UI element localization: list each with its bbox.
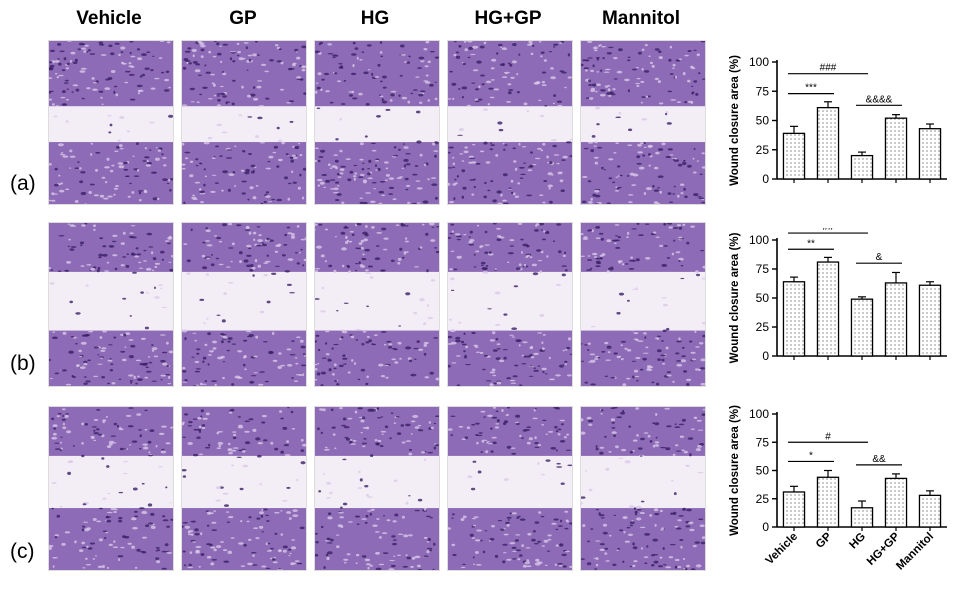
bar-hg <box>850 507 874 528</box>
wound-closure-chart-b: 0 25 50 75 100 Wound closure area (%) ## ** & <box>729 228 947 363</box>
column-header-hg: HG <box>360 8 390 29</box>
x-tick-label: Mannitol <box>894 531 936 573</box>
y-axis-label: Wound closure area (%) <box>729 232 741 363</box>
panel-label-b: (b) <box>10 352 36 375</box>
micrograph-a-vehicle <box>48 40 174 205</box>
significance-mark: *** <box>805 83 817 94</box>
y-tick-label: 75 <box>756 262 770 276</box>
y-tick-label: 0 <box>762 349 769 363</box>
y-tick-label: 25 <box>756 143 770 157</box>
micrograph-c-hg-gp <box>447 406 573 571</box>
column-header-hg-gp: HG+GP <box>474 8 542 29</box>
panel-label-a: (a) <box>10 172 36 195</box>
micrograph-c-hg <box>314 406 440 571</box>
micrograph-a-mannitol <box>580 40 706 205</box>
y-tick-label: 75 <box>756 84 770 98</box>
significance-mark: ## <box>822 228 834 233</box>
micrograph-c-vehicle <box>48 406 174 571</box>
y-tick-label: 100 <box>749 407 769 421</box>
bar-gp <box>816 476 840 528</box>
micrograph-c-gp <box>181 406 307 571</box>
y-axis-label: Wound closure area (%) <box>729 55 741 186</box>
micrograph-c-mannitol <box>580 406 706 571</box>
bar-vehicle <box>782 281 806 357</box>
micrograph-b-mannitol <box>580 222 706 387</box>
significance-mark: & <box>876 252 883 263</box>
y-tick-label: 0 <box>762 172 769 186</box>
bar-hg-gp <box>884 477 908 528</box>
wound-closure-chart-a: 0 25 50 75 100 Wound closure area (%) ###*** &&… <box>729 55 947 186</box>
x-tick-label: HG <box>847 531 868 552</box>
column-header-vehicle: Vehicle <box>76 8 142 29</box>
y-axis-label: Wound closure area (%) <box>729 405 741 536</box>
significance-mark: &&&& <box>866 94 893 105</box>
micrograph-b-vehicle <box>48 222 174 387</box>
y-tick-label: 0 <box>762 520 769 534</box>
significance-mark: ** <box>807 238 815 249</box>
significance-mark: ### <box>820 63 837 74</box>
y-tick-label: 75 <box>756 435 770 449</box>
bar-gp <box>816 106 840 180</box>
wound-closure-chart-c: 0 25 50 75 100 Wound closure area (%) Vehicle G… <box>729 405 947 573</box>
y-tick-label: 50 <box>756 464 770 478</box>
y-tick-label: 100 <box>749 55 769 69</box>
significance-mark: && <box>872 454 886 465</box>
bar-vehicle <box>782 132 806 180</box>
micrograph-a-hg-gp <box>447 40 573 205</box>
column-header-gp: GP <box>229 8 257 29</box>
significance-mark: # <box>825 431 831 442</box>
y-tick-label: 50 <box>756 291 770 305</box>
micrograph-b-hg-gp <box>447 222 573 387</box>
column-header-mannitol: Mannitol <box>601 8 681 29</box>
y-tick-label: 100 <box>749 233 769 247</box>
bar-hg-gp <box>884 117 908 180</box>
bar-hg <box>850 298 874 357</box>
bar-hg-gp <box>884 282 908 357</box>
micrograph-a-hg <box>314 40 440 205</box>
bar-gp <box>816 261 840 357</box>
micrograph-a-gp <box>181 40 307 205</box>
y-tick-label: 50 <box>756 114 770 128</box>
bar-mannitol <box>918 494 942 528</box>
bar-mannitol <box>918 284 942 357</box>
bar-mannitol <box>918 128 942 180</box>
x-tick-label: GP <box>814 530 834 550</box>
y-tick-label: 25 <box>756 320 770 334</box>
significance-mark: * <box>809 450 813 461</box>
bar-hg <box>850 154 874 180</box>
x-tick-label: Vehicle <box>764 531 801 568</box>
bar-vehicle <box>782 491 806 528</box>
micrograph-b-hg <box>314 222 440 387</box>
y-tick-label: 25 <box>756 492 770 506</box>
panel-label-c: (c) <box>10 540 35 563</box>
micrograph-b-gp <box>181 222 307 387</box>
